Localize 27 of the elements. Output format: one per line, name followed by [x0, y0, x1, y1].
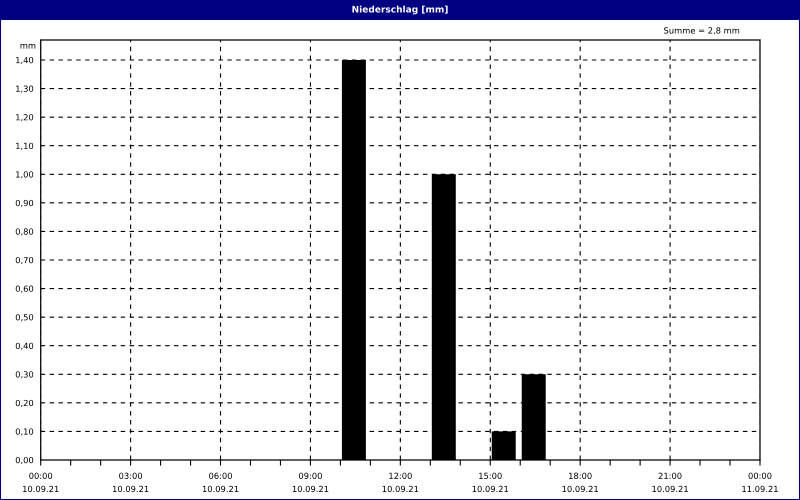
- y-tick-label: 0,00: [16, 456, 34, 464]
- x-tick-label: 18:00 10.09.21: [562, 472, 598, 492]
- x-tick-label: 00:00 11.09.21: [742, 472, 778, 492]
- y-tick-label: 0,70: [16, 256, 34, 264]
- y-axis-title: mm: [20, 44, 36, 49]
- x-tick-label: 15:00 10.09.21: [472, 472, 508, 492]
- y-tick-label: 0,60: [16, 286, 34, 293]
- y-tick-label: 1,30: [16, 86, 34, 93]
- y-tick-label: 0,80: [16, 228, 34, 236]
- y-tick-label: 0,50: [16, 314, 34, 322]
- x-tick-label: 06:00 10.09.21: [202, 472, 238, 492]
- x-tick-label: 00:00 10.09.21: [23, 472, 58, 492]
- y-tick-label: 0,90: [16, 200, 34, 207]
- y-tick-label: 1,10: [16, 142, 34, 150]
- y-tick-label: 0,10: [16, 428, 34, 436]
- y-tick-label: 1,40: [16, 56, 34, 64]
- y-tick-label: 1,00: [16, 171, 34, 178]
- x-tick-label: 09:00 10.09.21: [292, 472, 328, 492]
- text: Summe = 2,8 mm: [664, 27, 740, 34]
- y-tick-label: 0,30: [16, 371, 34, 378]
- x-tick-label: 21:00 10.09.21: [652, 472, 688, 492]
- chart-title: Niederschlag [mm]: [352, 6, 448, 14]
- y-tick-label: 0,40: [16, 342, 34, 350]
- x-tick-label: 12:00 10.09.21: [382, 472, 418, 492]
- y-tick-label: 1,20: [16, 114, 34, 122]
- x-tick-label: 03:00 10.09.21: [112, 472, 148, 492]
- y-tick-label: 0,20: [16, 400, 34, 407]
